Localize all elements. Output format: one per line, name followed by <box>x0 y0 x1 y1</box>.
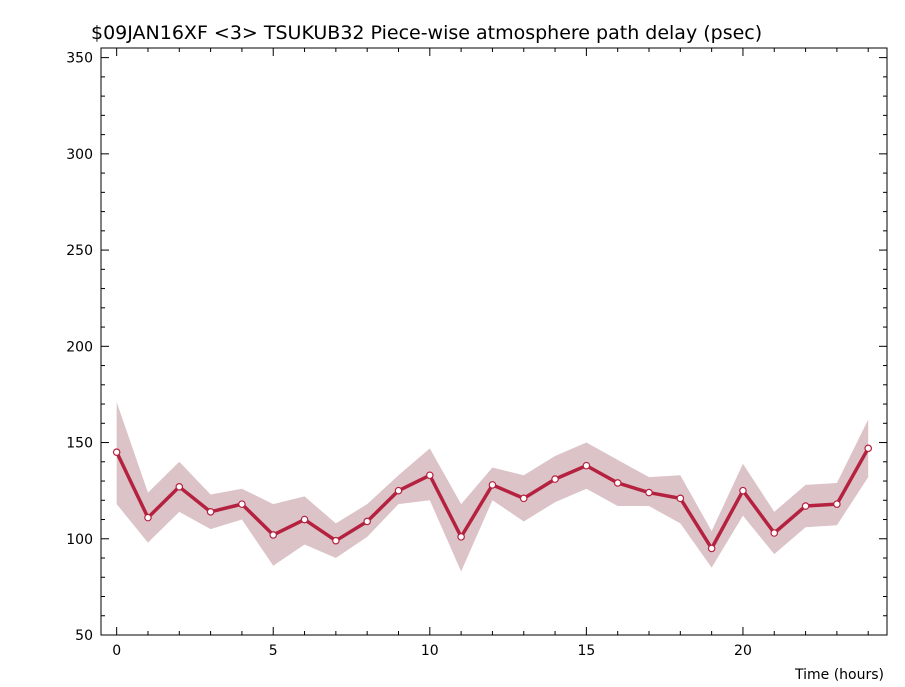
data-point <box>144 513 152 522</box>
data-point <box>488 481 497 489</box>
data-point <box>300 515 309 524</box>
y-tick-label: 300 <box>66 147 93 163</box>
x-tick-labels: 0 5 10 15 20 <box>112 643 752 659</box>
data-point <box>551 475 559 483</box>
data-point <box>426 471 434 480</box>
data-point <box>613 479 622 487</box>
x-axis-label: Time (hours) <box>794 667 884 683</box>
y-tick-label: 250 <box>66 243 93 259</box>
data-point <box>582 461 591 470</box>
x-tick-label: 10 <box>421 643 439 659</box>
data-point <box>739 486 747 495</box>
x-tick-label: 20 <box>734 643 752 659</box>
x-tick-label: 15 <box>577 643 595 659</box>
data-point <box>206 508 215 516</box>
data-point <box>457 533 465 541</box>
data-point <box>676 494 685 503</box>
data-point <box>770 529 779 537</box>
chart-title: $09JAN16XF <3> TSUKUB32 Piece-wise atmos… <box>91 22 762 44</box>
y-tick-label: 100 <box>66 532 93 548</box>
y-tick-labels: 50 100 150 200 250 300 350 <box>66 51 93 644</box>
axis-ticks <box>101 48 887 636</box>
data-point <box>833 500 841 508</box>
data-point-layer <box>112 444 873 553</box>
x-tick-label: 0 <box>112 643 121 659</box>
y-tick-label: 350 <box>66 51 93 67</box>
y-tick-label: 200 <box>66 339 93 355</box>
x-tick-label: 5 <box>269 643 278 659</box>
data-point <box>801 502 810 510</box>
data-point <box>269 531 278 539</box>
data-point <box>645 488 653 497</box>
y-tick-label: 50 <box>75 628 93 644</box>
data-point <box>394 486 403 495</box>
data-point <box>363 517 371 526</box>
data-point <box>175 483 184 491</box>
data-point <box>519 494 528 503</box>
data-point <box>707 544 716 553</box>
data-point <box>864 444 873 453</box>
data-point <box>238 500 246 508</box>
plot-frame <box>100 47 888 636</box>
y-tick-label: 150 <box>66 436 93 452</box>
data-point <box>332 536 340 545</box>
data-point <box>112 448 121 456</box>
